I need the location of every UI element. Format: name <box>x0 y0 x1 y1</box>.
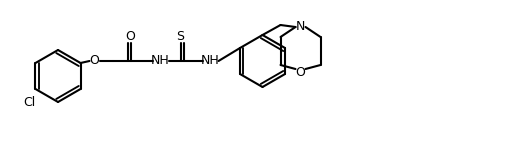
Text: O: O <box>296 66 305 78</box>
Text: N: N <box>296 21 305 33</box>
Text: NH: NH <box>151 55 170 67</box>
Text: S: S <box>177 29 185 43</box>
Text: O: O <box>126 29 136 43</box>
Text: O: O <box>89 55 99 67</box>
Text: NH: NH <box>201 55 220 67</box>
Text: Cl: Cl <box>23 96 36 109</box>
